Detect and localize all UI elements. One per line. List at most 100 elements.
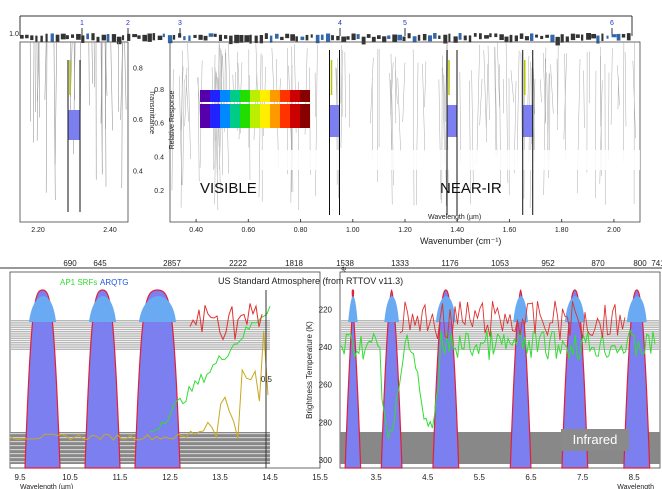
top-right-white-band: [260, 150, 640, 170]
top-right-spectrum-line: [510, 70, 515, 103]
strip-noise-mark: [616, 33, 621, 41]
top-right-spectrum-line: [483, 50, 487, 143]
strip-noise-mark: [621, 34, 626, 38]
strip-noise-mark: [111, 34, 117, 43]
strip-noise-mark: [489, 33, 492, 38]
top-right-xtick-label: 1.40: [450, 227, 464, 234]
bottom-right-top-tick-label: 2857: [163, 259, 181, 268]
bottom-left-gray-line: [10, 326, 270, 328]
bottom-left-xtick-label: 12.5: [162, 473, 178, 482]
bottom-right-band: [380, 289, 403, 469]
spectrum-bar-upper: [250, 90, 260, 102]
strip-noise-mark: [417, 34, 421, 41]
strip-noise-mark: [387, 35, 391, 39]
bottom-right-gray-line: [340, 333, 660, 335]
top-left-spectrum-line: [53, 41, 56, 201]
strip-noise-mark: [545, 34, 549, 38]
top-right-spectrum-line: [532, 58, 535, 163]
strip-noise-mark: [30, 35, 34, 41]
strip-noise-mark: [351, 33, 356, 41]
top-right-spectrum-line: [610, 48, 613, 125]
bottom-right-gray-line: [340, 324, 660, 326]
strip-noise-mark: [152, 33, 156, 41]
strip-noise-mark: [193, 34, 197, 38]
strip-noise-mark: [443, 34, 448, 44]
top-right-spectrum-line: [314, 72, 316, 117]
top-left-spectrum-line: [37, 41, 40, 102]
top-right-spectrum-line: [222, 55, 225, 112]
channel-marker-4: 4: [338, 20, 342, 27]
top-right-spectrum-line: [632, 60, 636, 139]
strip-noise-mark: [504, 36, 509, 42]
bottom-left-gray-line: [10, 344, 270, 346]
top-right-spectrum-line: [340, 50, 343, 149]
strip-noise-mark: [377, 35, 381, 39]
top-right-spectrum-line: [415, 62, 419, 206]
strip-noise-mark: [86, 33, 89, 40]
bottom-right-top-tick-label: 870: [591, 259, 605, 268]
top-right-spectrum-line: [412, 49, 415, 206]
top-right-spectrum-line: [595, 70, 597, 199]
strip-noise-mark: [499, 34, 504, 41]
strip-noise-mark: [275, 33, 279, 39]
bottom-right-xtick-label: 8.5: [629, 473, 641, 482]
bottom-left-gray-line: [10, 337, 270, 339]
strip-noise-mark: [81, 35, 85, 43]
strip-noise-mark: [203, 35, 208, 41]
bottom-right-ytick-label: 220: [319, 305, 333, 314]
near-ir-label: NEAR-IR: [440, 180, 502, 197]
bottom-right-top-tick-label: 741: [651, 259, 662, 268]
top-left-ytick-label: 0.6: [133, 117, 143, 124]
top-right-spectrum-line: [486, 63, 489, 130]
spectrum-bar-upper: [230, 90, 240, 102]
strip-noise-mark: [371, 36, 376, 42]
top-right-spectrum-line: [494, 47, 498, 158]
strip-noise-mark: [336, 35, 340, 41]
top-left-spectrum-line: [44, 41, 47, 100]
top-right-spectrum-line: [617, 65, 620, 106]
spectrum-bar-upper: [280, 90, 290, 102]
strip-noise-mark: [524, 36, 529, 41]
bottom-right-xlabel: Wavelength: [617, 484, 654, 489]
bottom-right-red-trace: [399, 300, 626, 340]
top-right-spectrum-line: [443, 74, 447, 191]
strip-noise-mark: [101, 34, 107, 41]
bottom-right-gray-line: [340, 328, 660, 331]
bottom-right-band-top: [626, 296, 647, 322]
strip-noise-mark: [249, 34, 252, 44]
top-right-spectrum-line: [370, 57, 374, 124]
top-right-spectrum-line: [424, 61, 427, 108]
strip-noise-mark: [280, 36, 284, 41]
strip-noise-mark: [106, 34, 110, 42]
top-right-band: [447, 105, 457, 137]
bottom-left-xtick-label: 11.5: [113, 473, 129, 482]
bottom-right-band-top: [384, 296, 399, 322]
bottom-left-gray-line: [10, 331, 270, 333]
bottom-right-gray-line: [340, 346, 660, 348]
top-right-ytick-label: 0.4: [154, 154, 164, 161]
top-left-spectrum-line: [120, 41, 123, 120]
strip-noise-mark: [611, 34, 617, 38]
strip-noise-mark: [479, 33, 482, 40]
top-right-ytick-label: 0.2: [154, 188, 164, 195]
top-left-spectrum-line: [45, 41, 48, 193]
top-left-spectrum-line: [33, 41, 35, 143]
bottom-right-top-tick-label: 1818: [285, 259, 303, 268]
strip-noise-mark: [45, 33, 48, 43]
top-right-spectrum-line: [564, 53, 567, 161]
top-right-spectrum-line: [171, 69, 174, 191]
spectrum-bar-upper: [210, 90, 220, 102]
bottom-left-band-top: [139, 296, 176, 322]
strip-noise-mark: [116, 36, 122, 45]
strip-noise-mark: [213, 33, 217, 37]
top-right-spectrum-line: [197, 77, 201, 120]
strip-noise-mark: [438, 35, 441, 40]
top-right-spectrum-line: [494, 46, 497, 157]
bottom-left-ytick-label: 0.5: [261, 375, 273, 384]
top-left-xtick-label: 2.20: [31, 227, 45, 234]
strip-noise-mark: [407, 33, 411, 39]
strip-noise-mark: [300, 36, 305, 41]
top-right-ylabel: Relative Response: [169, 91, 176, 150]
strip-noise-mark: [341, 36, 347, 42]
strip-noise-mark: [50, 33, 54, 43]
